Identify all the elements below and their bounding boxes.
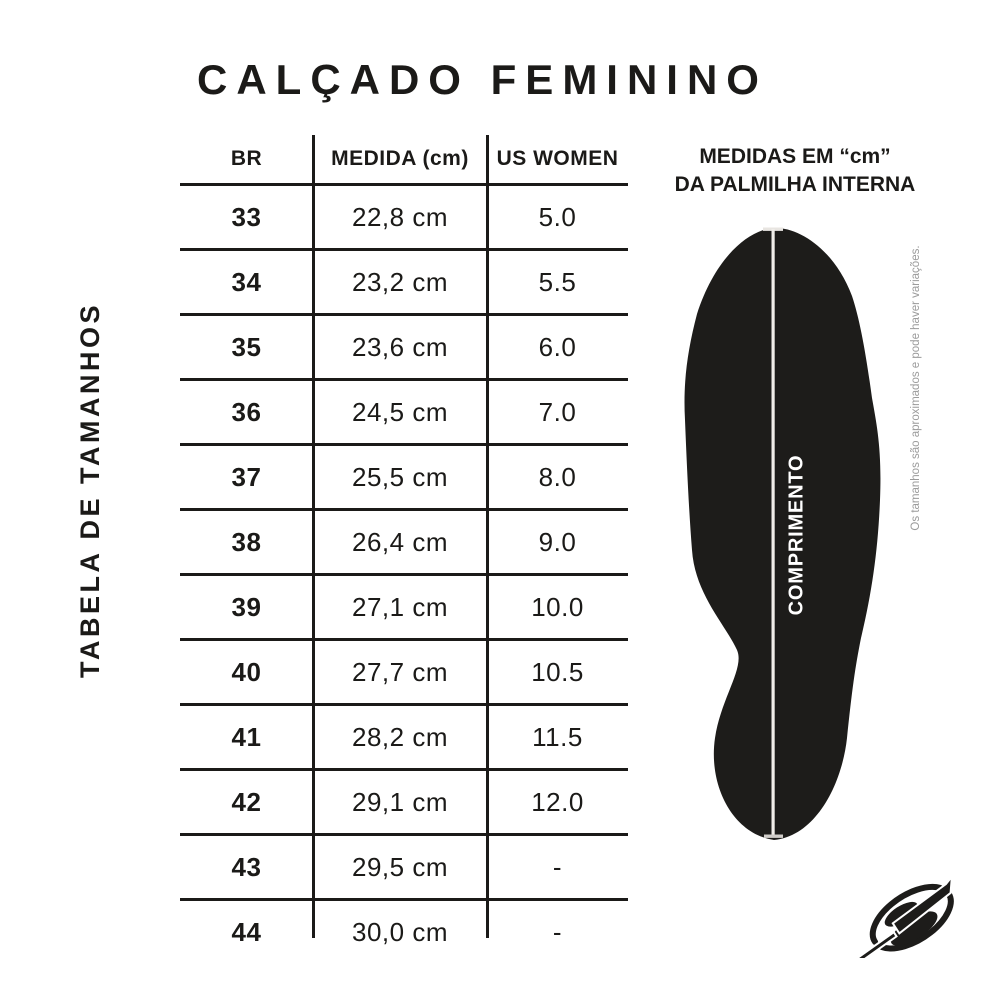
br-size-cell: 41 [231, 721, 262, 752]
medida-cm-cell: 22,8 cm [352, 201, 448, 232]
us-women-cell: 10.0 [531, 591, 584, 622]
size-table-rows: 33 22,8 cm 5.0 34 23,2 cm 5.5 35 23,6 cm 6.0 36 24… [180, 186, 628, 963]
br-size-cell: 44 [231, 916, 262, 947]
logo-slash-leaf [891, 873, 954, 935]
table-vertical-divider [486, 135, 489, 938]
table-row: 40 27,7 cm 10.5 [180, 641, 628, 706]
table-row: 43 29,5 cm - [180, 836, 628, 901]
br-size-cell: 37 [231, 461, 262, 492]
medida-cm-cell: 28,2 cm [352, 721, 448, 752]
page-title: CALÇADO FEMININO [197, 56, 768, 103]
br-size-cell: 43 [231, 851, 262, 882]
br-size-cell: 42 [231, 786, 262, 817]
medida-cm-cell: 27,7 cm [352, 656, 448, 687]
br-size-cell: 33 [231, 201, 262, 232]
measure-line-bottom-cap [764, 834, 783, 838]
table-row: 44 30,0 cm - [180, 901, 628, 963]
medida-cm-cell: 23,2 cm [352, 266, 448, 297]
medida-cm-cell: 23,6 cm [352, 331, 448, 362]
brand-logo [853, 873, 954, 958]
insole-heading-line1: MEDIDAS EM “cm” [699, 145, 891, 168]
table-row: 41 28,2 cm 11.5 [180, 706, 628, 771]
table-vertical-divider [312, 135, 315, 938]
disclaimer-note: Os tamanhos são aproximados e pode haver… [910, 245, 922, 531]
column-header-br: BR [230, 147, 263, 170]
us-women-cell: - [552, 916, 563, 947]
table-row: 33 22,8 cm 5.0 [180, 186, 628, 251]
insole-silhouette [684, 227, 881, 841]
br-size-cell: 39 [231, 591, 262, 622]
us-women-cell: - [552, 851, 563, 882]
logo-iris-lower [890, 911, 938, 946]
insole-illustration: COMPRIMENTO [684, 227, 881, 841]
length-label: COMPRIMENTO [785, 455, 807, 616]
table-row: 38 26,4 cm 9.0 [180, 511, 628, 576]
length-measure-line [771, 229, 775, 836]
logo-lower-crescent [878, 891, 954, 952]
insole-heading-line2: DA PALMILHA INTERNA [674, 173, 916, 196]
us-women-cell: 6.0 [538, 331, 577, 362]
medida-cm-cell: 25,5 cm [352, 461, 448, 492]
us-women-cell: 10.5 [531, 656, 584, 687]
medida-cm-cell: 29,5 cm [352, 851, 448, 882]
br-size-cell: 40 [231, 656, 262, 687]
size-table: BR MEDIDA (cm) US WOMEN 33 22,8 cm 5.0 34 23… [180, 135, 628, 947]
logo-iris-upper [884, 901, 918, 927]
us-women-cell: 5.5 [538, 266, 577, 297]
br-size-cell: 35 [231, 331, 262, 362]
us-women-cell: 8.0 [538, 461, 577, 492]
medida-cm-cell: 26,4 cm [352, 526, 448, 557]
us-women-cell: 7.0 [538, 396, 577, 427]
us-women-cell: 9.0 [538, 526, 577, 557]
br-size-cell: 36 [231, 396, 262, 427]
table-row: 42 29,1 cm 12.0 [180, 771, 628, 836]
column-header-us-women: US WOMEN [496, 147, 619, 170]
table-row: 34 23,2 cm 5.5 [180, 251, 628, 316]
us-women-cell: 12.0 [531, 786, 584, 817]
medida-cm-cell: 27,1 cm [352, 591, 448, 622]
us-women-cell: 5.0 [538, 201, 577, 232]
table-header-row: BR MEDIDA (cm) US WOMEN [180, 135, 628, 186]
table-row: 36 24,5 cm 7.0 [180, 381, 628, 446]
br-size-cell: 38 [231, 526, 262, 557]
br-size-cell: 34 [231, 266, 262, 297]
table-row: 39 27,1 cm 10.0 [180, 576, 628, 641]
logo-slash-thin [853, 930, 898, 958]
logo-upper-crescent [869, 883, 944, 945]
table-row: 37 25,5 cm 8.0 [180, 446, 628, 511]
medida-cm-cell: 30,0 cm [352, 916, 448, 947]
medida-cm-cell: 29,1 cm [352, 786, 448, 817]
column-header-medida: MEDIDA (cm) [331, 147, 469, 170]
vertical-side-label: TABELA DE TAMANHOS [75, 302, 105, 678]
table-row: 35 23,6 cm 6.0 [180, 316, 628, 381]
insole-heading: MEDIDAS EM “cm” DA PALMILHA INTERNA [663, 143, 927, 199]
us-women-cell: 11.5 [532, 721, 583, 752]
medida-cm-cell: 24,5 cm [352, 396, 448, 427]
